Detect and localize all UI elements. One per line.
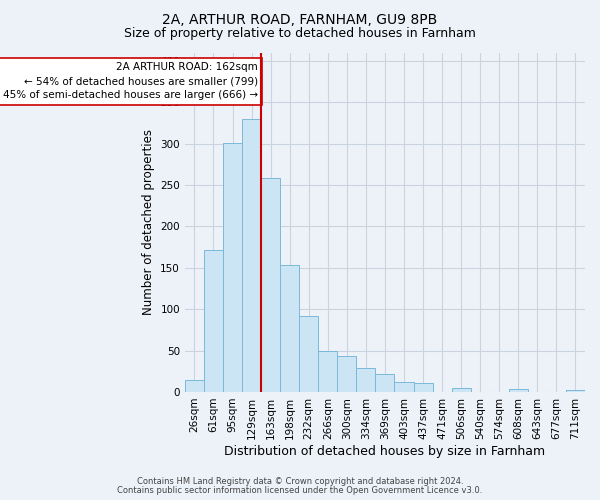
Y-axis label: Number of detached properties: Number of detached properties [142,129,155,315]
Bar [223,142,242,392]
Text: 2A ARTHUR ROAD: 162sqm
← 54% of detached houses are smaller (799)
45% of semi-de: 2A ARTHUR ROAD: 162sqm ← 54% of detached… [3,62,258,100]
Bar [509,390,528,392]
Bar [261,178,280,392]
X-axis label: Distribution of detached houses by size in Farnham: Distribution of detached houses by size … [224,444,545,458]
Bar [204,250,223,392]
Bar [452,388,470,392]
Bar [394,382,413,392]
Text: Size of property relative to detached houses in Farnham: Size of property relative to detached ho… [124,28,476,40]
Bar [242,118,261,392]
Bar [337,356,356,392]
Bar [376,374,394,392]
Text: 2A, ARTHUR ROAD, FARNHAM, GU9 8PB: 2A, ARTHUR ROAD, FARNHAM, GU9 8PB [163,12,437,26]
Bar [280,266,299,392]
Bar [299,316,318,392]
Text: Contains HM Land Registry data © Crown copyright and database right 2024.: Contains HM Land Registry data © Crown c… [137,477,463,486]
Text: Contains public sector information licensed under the Open Government Licence v3: Contains public sector information licen… [118,486,482,495]
Bar [318,350,337,392]
Bar [356,368,376,392]
Bar [413,383,433,392]
Bar [185,380,204,392]
Bar [566,390,585,392]
